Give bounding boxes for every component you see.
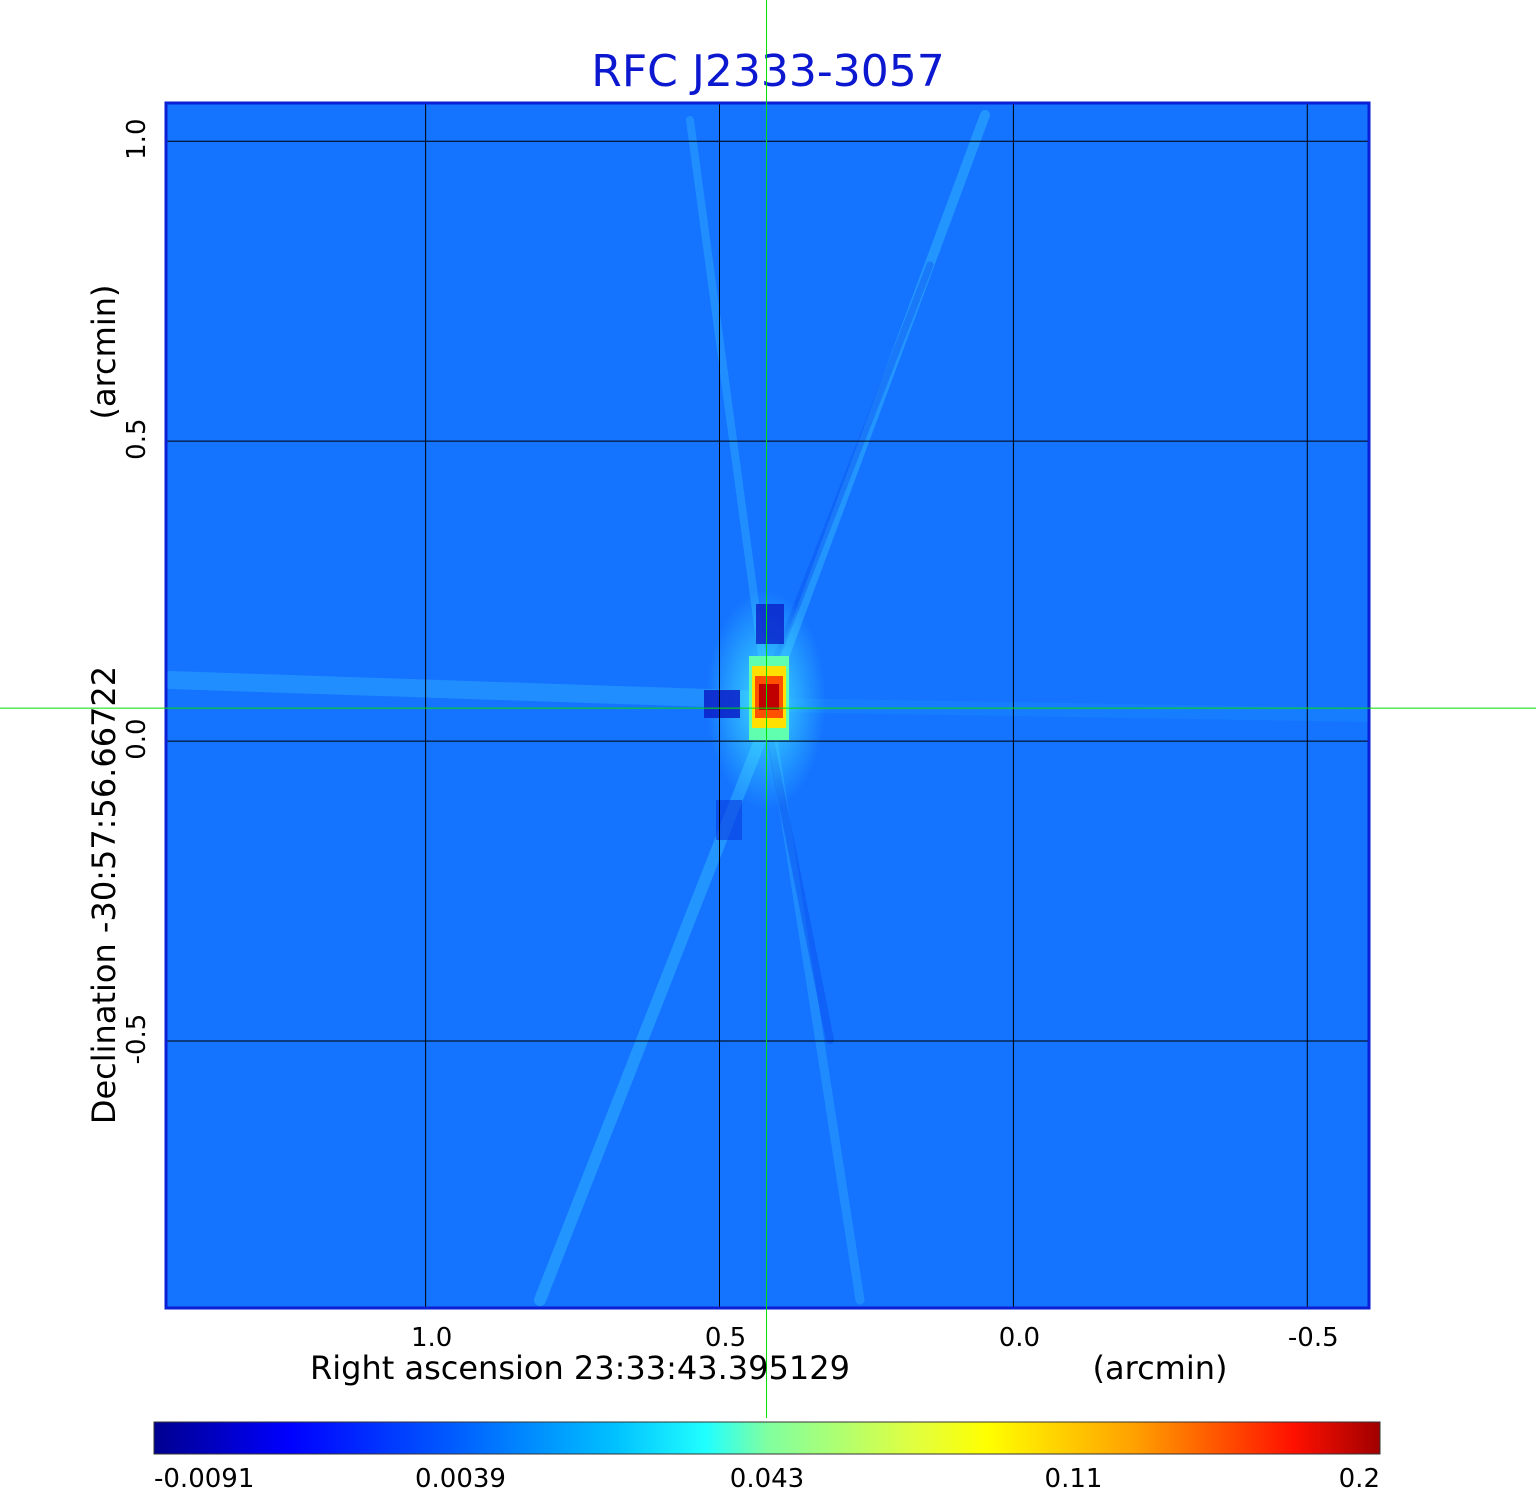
y-axis-label: Declination -30:57:56.66722 [85,666,123,1124]
x-tick-label: 0.0 [999,1323,1040,1353]
colorbar-tick-label: -0.0091 [154,1464,254,1494]
y-tick-label: 0.5 [122,418,152,459]
y-tick-label: 0.0 [122,718,152,759]
colorbar [153,1421,1381,1455]
plot-frame [164,101,1371,1310]
x-tick-label: -0.5 [1288,1323,1339,1353]
coordinate-grid [167,104,1369,1308]
colorbar-tick-labels: -0.0091 0.0039 0.043 0.11 0.2 [154,1464,1380,1494]
y-tick-labels: 1.0 0.5 0.0 -0.5 [122,119,152,1065]
colorbar-tick-label: 0.043 [730,1464,804,1494]
colorbar-tick-label: 0.2 [1339,1464,1380,1494]
chart-title: RFC J2333-3057 [591,46,944,97]
x-axis-unit: (arcmin) [1093,1349,1228,1387]
x-tick-label: 1.0 [411,1323,452,1353]
y-tick-label: 1.0 [122,119,152,160]
y-tick-label: -0.5 [122,1014,152,1065]
x-tick-labels: 1.0 0.5 0.0 -0.5 [411,1323,1339,1353]
y-axis-unit: (arcmin) [85,285,123,420]
source-peak [704,590,826,840]
x-axis-label: Right ascension 23:33:43.395129 [310,1349,850,1387]
x-tick-label: 0.5 [705,1323,746,1353]
colorbar-tick-label: 0.11 [1045,1464,1103,1494]
colorbar-tick-label: 0.0039 [415,1464,506,1494]
crosshair [0,0,1536,1418]
